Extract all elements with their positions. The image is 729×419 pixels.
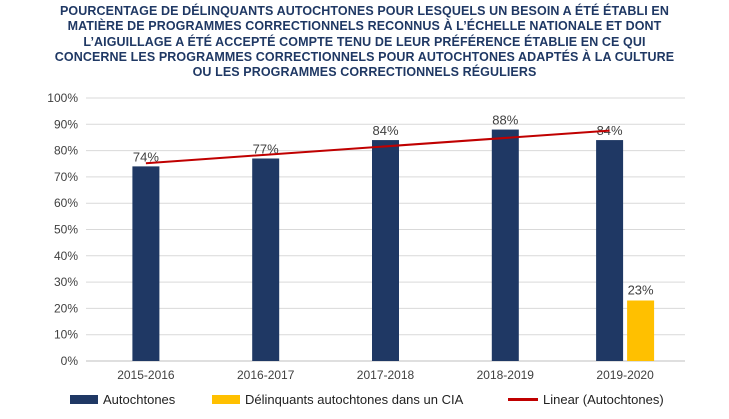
bar-autochtones <box>252 158 280 361</box>
y-tick-label: 80% <box>54 144 78 158</box>
chart-title-line: MATIÈRE DE PROGRAMMES CORRECTIONNELS REC… <box>67 19 662 34</box>
legend-swatch-cia <box>212 395 240 404</box>
legend-label: Autochtones <box>103 392 176 407</box>
chart-title-line: L’AIGUILLAGE A ÉTÉ ACCEPTÉ COMPTE TENU D… <box>83 34 646 49</box>
x-tick-label: 2019-2020 <box>596 368 654 382</box>
legend-label: Linear (Autochtones) <box>543 392 664 407</box>
x-tick-label: 2018-2019 <box>477 368 535 382</box>
bar-chart: 0% 10% 20% 30% 40% 50% 60% 70% 80% 90% 100% 2015-20… <box>47 91 685 382</box>
y-tick-label: 30% <box>54 275 78 289</box>
data-label: 23% <box>628 283 654 298</box>
chart-title-line: CONCERNE LES PROGRAMMES CORRECTIONNELS P… <box>54 49 675 64</box>
data-label: 88% <box>492 113 518 128</box>
chart-title: POURCENTAGE DE DÉLINQUANTS AUTOCHTONES P… <box>0 4 729 80</box>
x-tick-label: 2015-2016 <box>117 368 175 382</box>
y-tick-label: 100% <box>47 91 78 105</box>
data-label: 84% <box>372 123 398 138</box>
y-tick-label: 70% <box>54 170 78 184</box>
legend-item-trendline: Linear (Autochtones) <box>508 392 664 407</box>
y-tick-label: 0% <box>61 354 79 368</box>
chart-title-line: OU LES PROGRAMMES CORRECTIONNELS RÉGULIE… <box>192 65 537 80</box>
y-tick-label: 20% <box>54 301 78 315</box>
legend-item-cia: Délinquants autochtones dans un CIA <box>212 392 463 407</box>
x-tick-label: 2016-2017 <box>237 368 295 382</box>
legend-swatch-trendline <box>508 398 538 401</box>
bar-autochtones <box>596 140 624 361</box>
y-tick-label: 90% <box>54 117 78 131</box>
bar-autochtones <box>372 140 399 361</box>
data-label: 84% <box>597 123 623 138</box>
y-tick-label: 40% <box>54 249 78 263</box>
bar-cia <box>627 300 655 361</box>
trendline <box>145 129 610 165</box>
bar-autochtones <box>491 129 519 361</box>
bar-autochtones <box>132 166 160 361</box>
chart-legend: Autochtones Délinquants autochtones dans… <box>0 392 729 412</box>
y-tick-label: 10% <box>54 328 78 342</box>
y-tick-label: 60% <box>54 196 78 210</box>
chart-title-line: POURCENTAGE DE DÉLINQUANTS AUTOCHTONES P… <box>59 4 669 18</box>
data-label: 77% <box>253 141 279 156</box>
legend-label: Délinquants autochtones dans un CIA <box>245 392 464 407</box>
legend-swatch-autochtones <box>70 395 98 404</box>
x-tick-label: 2017-2018 <box>357 368 415 382</box>
legend-item-autochtones: Autochtones <box>70 392 175 407</box>
data-label: 74% <box>133 149 159 164</box>
y-tick-label: 50% <box>54 223 78 237</box>
